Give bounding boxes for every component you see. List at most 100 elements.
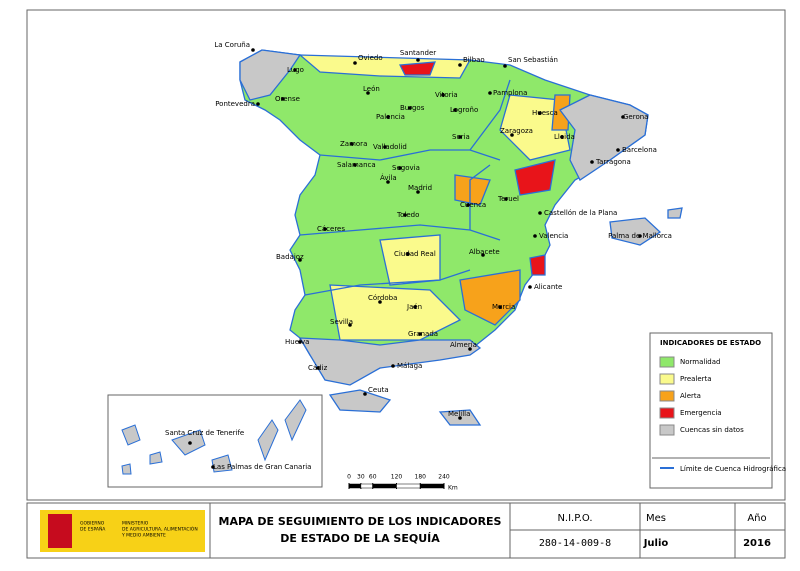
scale-bar: 0 30 60 120 180 240 Km: [347, 474, 458, 492]
gobierno: GOBIERNO: [80, 521, 105, 527]
city-dot: [413, 305, 417, 309]
city-dot: [458, 63, 462, 67]
city-label: Salamanca: [337, 161, 376, 169]
city-dot: [621, 115, 625, 119]
city-label: Granada: [408, 330, 438, 338]
city-dot: [418, 332, 422, 336]
city-label: Málaga: [397, 362, 422, 370]
island: [121, 463, 132, 475]
city-dot: [458, 416, 462, 420]
city-dot: [533, 234, 537, 238]
city-dot: [538, 211, 542, 215]
city-label: Logroño: [450, 106, 478, 114]
city-dot: [468, 347, 472, 351]
anio: 2016: [743, 538, 771, 549]
city-label: Pamplona: [493, 89, 527, 97]
scale-segment: [360, 483, 373, 489]
city-dot: [481, 253, 485, 257]
map-title: DE ESTADO DE LA SEQUÍA: [280, 532, 440, 545]
city-dot: [638, 234, 642, 238]
island: [667, 207, 683, 219]
logo-shield: [48, 514, 72, 548]
basin-line: [469, 164, 491, 230]
city-dot: [348, 323, 352, 327]
city-dot: [386, 115, 390, 119]
region: [459, 269, 521, 326]
ministerio: DE AGRICULTURA, ALIMENTACIÓN: [122, 526, 198, 533]
city-label: Vitoria: [435, 91, 458, 99]
footer: [26, 502, 786, 559]
scale-tick-label: 30: [357, 474, 365, 481]
city-dot: [350, 142, 354, 146]
gobierno: DE ESPAÑA: [80, 526, 106, 533]
legend-swatch: [659, 424, 675, 436]
city-label: Palencia: [376, 113, 405, 121]
scale-segment: [396, 483, 421, 489]
mes: Julio: [643, 538, 669, 549]
canarias: [121, 399, 307, 475]
city-dot: [366, 91, 370, 95]
region: [454, 174, 491, 206]
basin-line: [469, 79, 511, 151]
legend-boundary: Límite de Cuenca Hidrográfica: [680, 465, 786, 473]
scale-unit: Km: [448, 485, 458, 492]
city-label: Alicante: [534, 283, 562, 291]
island: [149, 451, 163, 465]
region: [514, 159, 556, 196]
region: [398, 61, 436, 76]
city-label: Las Palmas de Gran Canaria: [213, 463, 311, 471]
region: [559, 94, 649, 181]
city-label: Santa Cruz de Tenerife: [165, 429, 244, 437]
city-dot: [298, 340, 302, 344]
ministerio: Y MEDIO AMBIENTE: [121, 533, 166, 539]
city-dot: [528, 285, 532, 289]
anio-label: Año: [747, 513, 766, 524]
island: [609, 217, 662, 246]
region: [551, 94, 571, 131]
city-label: Lleida: [554, 133, 575, 141]
basin-line: [299, 224, 501, 241]
city-label: Albacete: [469, 248, 500, 256]
city-label: Ávila: [380, 173, 397, 182]
city-dot: [316, 366, 320, 370]
city-dot: [363, 392, 367, 396]
scale-tick-label: 240: [438, 474, 450, 481]
city-dot: [416, 190, 420, 194]
city-label: Murcia: [492, 303, 515, 311]
region: [239, 49, 302, 101]
scale-tick-label: 120: [391, 474, 403, 481]
legend-label: Normalidad: [680, 358, 720, 366]
region: [379, 234, 441, 286]
city-label: Tarragona: [595, 158, 631, 166]
scale-segment: [420, 483, 445, 489]
city-dot: [383, 145, 387, 149]
city-label: Sevilla: [330, 318, 353, 326]
city-label: La Coruña: [214, 41, 250, 49]
legend-swatch: [659, 356, 675, 368]
region: [329, 284, 462, 341]
region: [499, 94, 571, 161]
legend: INDICADORES DE ESTADO Límite de Cuenca H…: [649, 332, 786, 489]
scale-segment: [372, 483, 397, 489]
city-dot: [378, 300, 382, 304]
city-dot: [503, 64, 507, 68]
legend-swatch: [659, 390, 675, 402]
city-dot: [281, 97, 285, 101]
city-label: Castellón de la Plana: [544, 209, 617, 217]
canarias-inset: [107, 394, 323, 488]
city-dot: [403, 213, 407, 217]
city-label: Palma de Mallorca: [608, 232, 672, 240]
city-label: Valencia: [539, 232, 568, 240]
city-dot: [488, 91, 492, 95]
city-dot: [510, 133, 514, 137]
city-label: Oviedo: [358, 54, 383, 62]
scale-tick-label: 180: [415, 474, 427, 481]
city-dot: [256, 102, 260, 106]
city-label: Gerona: [623, 113, 648, 121]
city-dot: [416, 58, 420, 62]
city-label: San Sebastián: [508, 56, 558, 64]
mes-label: Mes: [646, 513, 666, 524]
city-label: Córdoba: [368, 294, 397, 302]
